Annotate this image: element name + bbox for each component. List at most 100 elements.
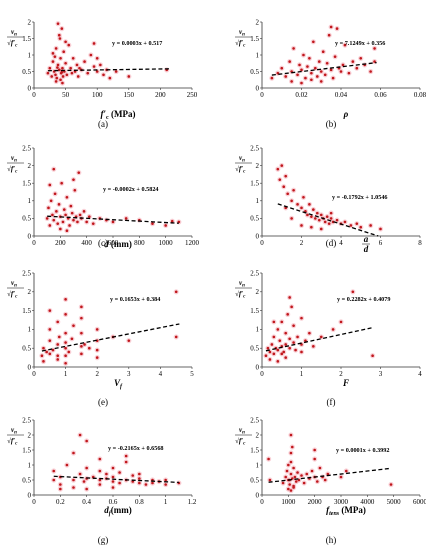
data-point	[52, 218, 56, 222]
y-axis-label: vn√f′c	[235, 154, 252, 175]
data-point	[272, 335, 276, 339]
data-point	[76, 75, 80, 78]
y-tick-label: 2	[28, 162, 32, 170]
data-point	[302, 195, 305, 199]
x-tick-label: 2	[95, 370, 99, 378]
x-tick-label: 0	[32, 91, 36, 99]
data-point	[325, 215, 329, 218]
y-label-denominator: √f′c	[7, 437, 18, 447]
y-label-denominator: √f′c	[7, 290, 18, 300]
data-point	[48, 339, 52, 342]
panel-caption: (e)	[98, 397, 108, 407]
panel-caption: (d)	[326, 238, 337, 248]
y-tick-label: 0.5	[250, 68, 259, 76]
data-point	[335, 27, 339, 30]
y-tick-label: 0.5	[22, 345, 31, 353]
y-label-denominator: √f′c	[7, 165, 18, 175]
data-point	[276, 328, 280, 331]
data-point	[64, 298, 67, 301]
data-point	[54, 73, 57, 77]
data-point	[333, 55, 337, 58]
data-point	[80, 345, 83, 348]
data-point	[289, 489, 293, 492]
data-point	[272, 352, 276, 356]
x-tick-label: 0	[32, 498, 36, 506]
data-point	[331, 76, 335, 80]
trend-equation: y = -0.1792x + 1.0546	[332, 194, 388, 201]
y-tick-label: 2	[28, 431, 32, 439]
data-point	[292, 324, 295, 327]
data-point	[131, 474, 135, 477]
data-point	[98, 469, 102, 473]
x-label-numerator: a	[364, 234, 369, 244]
x-tick-label: 5000	[387, 498, 402, 506]
data-point	[47, 206, 50, 210]
data-point	[310, 225, 313, 229]
y-label-numerator: vn	[11, 154, 17, 164]
panel-caption: (g)	[98, 535, 109, 545]
y-tick-label: 0	[256, 84, 260, 92]
data-point	[268, 478, 272, 482]
x-label-denominator: d	[364, 244, 369, 254]
y-tick-label: 0.5	[22, 68, 31, 76]
data-point	[65, 195, 69, 199]
data-point	[325, 61, 329, 65]
data-point	[292, 486, 295, 489]
data-point	[85, 439, 88, 443]
data-point	[111, 220, 115, 224]
data-point	[355, 66, 359, 70]
y-label-denominator: √f′c	[235, 437, 246, 447]
x-tick-label: 0.08	[414, 91, 426, 99]
data-point	[50, 75, 53, 78]
data-point	[57, 33, 61, 37]
y-tick-label: 2.5	[22, 269, 31, 277]
data-point	[327, 222, 331, 225]
y-tick-label: 2	[256, 162, 260, 170]
data-point	[80, 331, 83, 335]
data-point	[343, 43, 347, 47]
x-tick-label: 0.4	[82, 498, 91, 506]
y-tick-label: 1	[256, 51, 260, 59]
y-tick-label: 0	[28, 232, 32, 240]
y-tick-label: 2.5	[250, 144, 259, 152]
data-point	[61, 81, 64, 85]
x-axis-label: ftens (MPa)	[326, 505, 366, 517]
data-point	[54, 47, 58, 50]
data-point	[82, 480, 86, 483]
y-tick-label: 0.5	[250, 215, 259, 223]
y-axis-label: vn√f′c	[7, 426, 24, 447]
data-point	[310, 71, 313, 75]
y-tick-label: 0	[256, 491, 260, 499]
data-point	[59, 57, 62, 60]
data-point	[282, 350, 286, 354]
data-point	[306, 65, 309, 68]
y-tick-label: 2	[256, 18, 260, 26]
data-point	[62, 50, 66, 53]
data-point	[67, 350, 71, 354]
data-point	[73, 188, 77, 192]
data-point	[371, 354, 374, 358]
data-point	[312, 208, 315, 211]
data-point	[51, 213, 54, 217]
x-tick-label: 0	[32, 370, 36, 378]
chart-panel-a: 0 0.5 1 1.5 2 0 50 100 150 200 250 y = 0.0003x + 0.…	[7, 18, 198, 129]
data-point	[310, 215, 313, 218]
trend-equation: y = -0.2165x + 0.6568	[108, 445, 164, 452]
y-tick-label: 1.5	[22, 446, 31, 454]
y-tick-label: 0.5	[250, 345, 259, 353]
data-point	[280, 352, 284, 356]
data-point	[278, 178, 282, 181]
data-point	[69, 66, 72, 70]
x-tick-label: 2	[339, 370, 343, 378]
data-point	[56, 22, 60, 25]
data-point	[288, 483, 291, 486]
data-point	[80, 316, 83, 320]
y-tick-label: 0	[256, 232, 260, 240]
data-point	[296, 203, 299, 206]
data-point	[51, 348, 55, 352]
x-tick-label: 4	[418, 370, 422, 378]
data-point	[111, 480, 115, 483]
data-point	[72, 218, 75, 222]
y-tick-label: 2	[28, 288, 32, 296]
data-point	[86, 71, 90, 75]
